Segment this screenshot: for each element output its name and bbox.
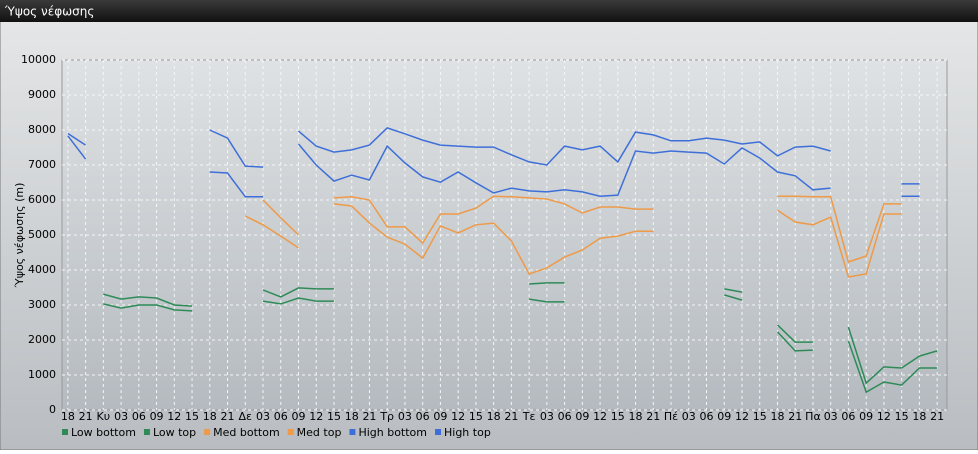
y-tick-label: 8000 [28, 123, 56, 136]
x-tick-label: Πέ [664, 410, 678, 423]
legend-swatch [204, 429, 211, 435]
x-tick-label: 15 [185, 410, 199, 423]
series-line [67, 127, 920, 185]
y-tick-label: 7000 [28, 158, 56, 171]
legend-label: Med top [297, 426, 342, 439]
y-tick-label: 5000 [28, 228, 56, 241]
x-tick-label: 15 [611, 410, 625, 423]
x-tick-label: 21 [221, 410, 235, 423]
x-tick-label: 06 [274, 410, 288, 423]
x-tick-label: 09 [575, 410, 589, 423]
legend-swatch [287, 429, 294, 435]
x-tick-label: 15 [895, 410, 909, 423]
legend-swatch [349, 429, 356, 435]
y-tick-label: 6000 [28, 193, 56, 206]
x-tick-label: 12 [167, 410, 181, 423]
x-tick-label: 09 [291, 410, 305, 423]
legend-label: Low bottom [71, 426, 136, 439]
y-tick-label: 9000 [28, 88, 56, 101]
x-tick-label: 09 [717, 410, 731, 423]
x-tick-label: 21 [788, 410, 802, 423]
x-tick-label: 06 [132, 410, 146, 423]
window-title: Ύψος νέφωσης [4, 5, 94, 19]
x-tick-label: Κυ [97, 410, 111, 423]
x-tick-label: Πα [805, 410, 821, 423]
legend-label: High top [444, 426, 491, 439]
x-tick-label: 21 [362, 410, 376, 423]
x-tick-label: 09 [859, 410, 873, 423]
x-tick-label: 06 [416, 410, 430, 423]
x-tick-label: Τρ [379, 410, 394, 423]
x-tick-label: 03 [540, 410, 554, 423]
legend-label: High bottom [358, 426, 427, 439]
x-tick-label: 09 [150, 410, 164, 423]
x-tick-label: 21 [646, 410, 660, 423]
y-axis-label: Ύψος νέφωσης (m) [13, 183, 26, 289]
x-tick-label: 12 [309, 410, 323, 423]
x-tick-label: 12 [877, 410, 891, 423]
x-tick-label: 09 [433, 410, 447, 423]
x-tick-label: 18 [770, 410, 784, 423]
y-tick-label: 10000 [21, 53, 56, 66]
x-tick-label: 18 [912, 410, 926, 423]
y-tick-label: 1000 [28, 368, 56, 381]
x-tick-label: 06 [700, 410, 714, 423]
title-bar [0, 0, 978, 22]
series-line [262, 195, 902, 263]
series-line [244, 203, 902, 278]
legend-label: Low top [153, 426, 196, 439]
legend-swatch [435, 429, 441, 435]
x-tick-label: 12 [735, 410, 749, 423]
x-tick-label: 03 [824, 410, 838, 423]
series-line [103, 282, 938, 385]
y-tick-label: 2000 [28, 333, 56, 346]
legend-swatch [62, 429, 68, 435]
series-line [103, 294, 938, 394]
x-tick-label: 03 [256, 410, 270, 423]
x-tick-label: 15 [327, 410, 341, 423]
x-tick-label: Τε [522, 410, 536, 423]
y-tick-label: 0 [49, 403, 56, 416]
x-tick-label: 21 [504, 410, 518, 423]
x-tick-label: 15 [469, 410, 483, 423]
x-tick-label: 12 [593, 410, 607, 423]
x-tick-label: 18 [203, 410, 217, 423]
x-tick-label: 18 [345, 410, 359, 423]
legend-label: Med bottom [213, 426, 280, 439]
x-tick-label: 03 [114, 410, 128, 423]
x-tick-label: 15 [753, 410, 767, 423]
y-tick-label: 4000 [28, 263, 56, 276]
x-tick-label: 21 [930, 410, 944, 423]
x-tick-label: 06 [841, 410, 855, 423]
x-tick-label: 03 [682, 410, 696, 423]
legend-swatch [143, 429, 150, 435]
x-tick-label: Δε [239, 410, 253, 423]
x-tick-label: 12 [451, 410, 465, 423]
x-tick-label: 18 [61, 410, 75, 423]
x-tick-label: 18 [487, 410, 501, 423]
x-tick-label: 21 [79, 410, 93, 423]
series-line [67, 135, 920, 198]
x-tick-label: 18 [629, 410, 643, 423]
x-tick-label: 03 [398, 410, 412, 423]
y-tick-label: 3000 [28, 298, 56, 311]
x-tick-label: 06 [558, 410, 572, 423]
